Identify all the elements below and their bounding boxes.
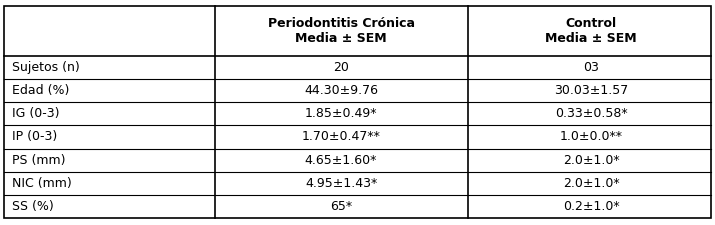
Text: Control
Media ± SEM: Control Media ± SEM <box>546 17 637 45</box>
Text: 1.0±0.0**: 1.0±0.0** <box>560 130 623 143</box>
Text: 65*: 65* <box>330 200 352 213</box>
Text: Edad (%): Edad (%) <box>12 84 69 97</box>
Text: 2.0±1.0*: 2.0±1.0* <box>563 177 620 190</box>
Text: 0.33±0.58*: 0.33±0.58* <box>555 107 628 120</box>
Text: 4.95±1.43*: 4.95±1.43* <box>305 177 378 190</box>
Text: 03: 03 <box>583 61 599 74</box>
Text: NIC (mm): NIC (mm) <box>12 177 72 190</box>
Text: 4.65±1.60*: 4.65±1.60* <box>305 154 378 167</box>
Text: Sujetos (n): Sujetos (n) <box>12 61 80 74</box>
Text: 44.30±9.76: 44.30±9.76 <box>304 84 378 97</box>
Text: 1.70±0.47**: 1.70±0.47** <box>302 130 380 143</box>
Text: IG (0-3): IG (0-3) <box>12 107 59 120</box>
Text: SS (%): SS (%) <box>12 200 54 213</box>
Text: 30.03±1.57: 30.03±1.57 <box>554 84 628 97</box>
Text: 0.2±1.0*: 0.2±1.0* <box>563 200 620 213</box>
Text: PS (mm): PS (mm) <box>12 154 66 167</box>
Text: 20: 20 <box>333 61 349 74</box>
Text: 2.0±1.0*: 2.0±1.0* <box>563 154 620 167</box>
Text: IP (0-3): IP (0-3) <box>12 130 57 143</box>
Text: 1.85±0.49*: 1.85±0.49* <box>305 107 378 120</box>
Text: Periodontitis Crónica
Media ± SEM: Periodontitis Crónica Media ± SEM <box>267 17 415 45</box>
